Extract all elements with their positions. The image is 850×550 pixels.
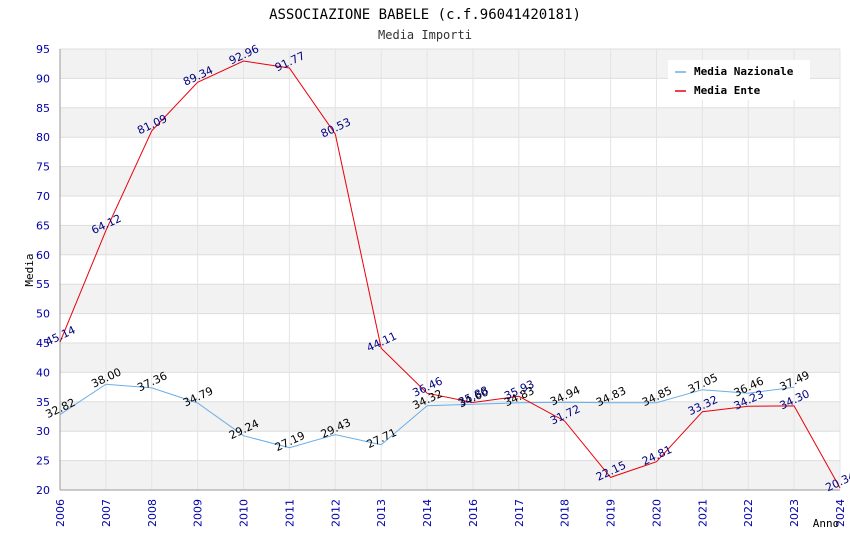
y-tick-label: 75 — [36, 161, 50, 174]
x-tick-label: 2022 — [742, 499, 755, 527]
plot-band — [60, 343, 840, 373]
plot-band — [60, 225, 840, 255]
x-tick-label: 2016 — [467, 499, 480, 527]
y-tick-label: 55 — [36, 278, 50, 291]
chart-title: ASSOCIAZIONE BABELE (c.f.96041420181) — [269, 7, 581, 23]
legend-box — [668, 60, 810, 100]
series-lines — [59, 60, 841, 489]
legend-label-media-ente: Media Ente — [694, 84, 761, 97]
chart-subtitle: Media Importi — [378, 28, 472, 42]
data-label: 37.36 — [135, 369, 169, 394]
x-tick-label: 2009 — [192, 499, 205, 527]
grid-lines — [59, 48, 841, 491]
y-tick-label: 80 — [36, 131, 50, 144]
plot-background — [60, 49, 840, 490]
x-tick-label: 2017 — [513, 499, 526, 527]
y-tick-label: 70 — [36, 190, 50, 203]
y-tick-label: 65 — [36, 219, 50, 232]
x-tick-label: 2006 — [54, 499, 67, 527]
x-tick-label: 2020 — [650, 499, 663, 527]
plot-band — [60, 460, 840, 490]
plot-band — [60, 284, 840, 314]
x-tick-label: 2007 — [100, 499, 113, 527]
x-tick-label: 2024 — [834, 499, 847, 527]
y-axis-label: Media — [23, 253, 36, 286]
axes: 20 25 30 35 40 45 50 55 60 65 70 75 80 85 90 95 2006 2007… — [36, 43, 847, 527]
y-tick-label: 90 — [36, 72, 50, 85]
x-axis-label: Anno — [813, 517, 840, 530]
x-tick-label: 2012 — [329, 499, 342, 527]
plot-band — [60, 166, 840, 196]
plot-band — [60, 401, 840, 432]
x-tick-label: 2014 — [421, 499, 434, 527]
x-tick-label: 2021 — [696, 499, 709, 527]
y-tick-label: 50 — [36, 308, 50, 321]
y-tick-label: 85 — [36, 102, 50, 115]
x-tick-label: 2011 — [283, 499, 296, 527]
plot-band — [60, 107, 840, 138]
x-tick-label: 2023 — [788, 499, 801, 527]
legend-label-media-nazionale: Media Nazionale — [694, 65, 794, 78]
x-tick-label: 2018 — [559, 499, 572, 527]
y-tick-label: 45 — [36, 337, 50, 350]
y-tick-label: 35 — [36, 396, 50, 409]
legend: Media Nazionale Media Ente — [668, 60, 810, 100]
y-tick-label: 60 — [36, 249, 50, 262]
x-tick-label: 2013 — [375, 499, 388, 527]
data-label: 27.19 — [273, 429, 307, 454]
series-line-media-nazionale — [59, 383, 795, 449]
series-line-media-ente — [59, 60, 841, 489]
x-tick-label: 2008 — [146, 499, 159, 527]
y-tick-label: 40 — [36, 366, 50, 379]
y-tick-label: 20 — [36, 484, 50, 497]
x-tick-label: 2010 — [238, 499, 251, 527]
x-tick-label: 2019 — [605, 499, 618, 527]
y-tick-label: 30 — [36, 425, 50, 438]
data-label: 37.05 — [686, 371, 720, 396]
y-tick-label: 25 — [36, 455, 50, 468]
y-tick-label: 95 — [36, 43, 50, 56]
